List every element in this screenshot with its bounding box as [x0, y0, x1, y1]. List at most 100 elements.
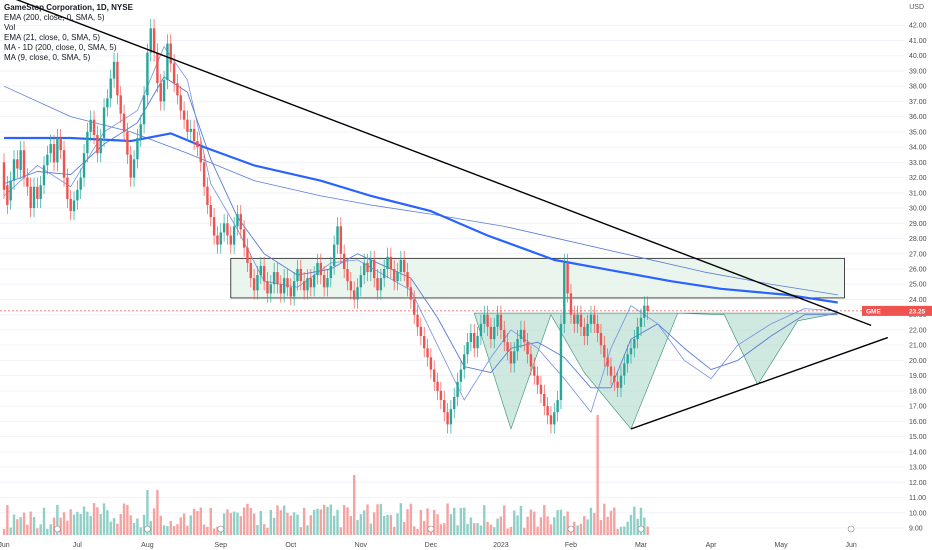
candle	[639, 308, 643, 337]
volume-bar	[546, 516, 549, 535]
volume-bar	[189, 515, 192, 535]
x-tick-label: Mar	[635, 542, 648, 549]
volume-bar	[506, 528, 509, 535]
volume-bar	[596, 415, 599, 535]
candle	[322, 265, 326, 297]
candle-body	[229, 235, 232, 245]
volume-bar	[19, 517, 22, 535]
candle-body	[392, 269, 396, 282]
indicator-ema200-label[interactable]: EMA (200, close, 0, SMA, 5)	[4, 13, 105, 22]
event-marker	[637, 525, 645, 533]
volume-bar	[459, 507, 463, 535]
candle-body	[563, 262, 566, 324]
candle	[546, 396, 549, 425]
candle-body	[496, 314, 499, 327]
volume-bar	[496, 518, 499, 535]
candle	[19, 141, 22, 180]
volume-bar	[56, 504, 59, 535]
indicator-ema21-label[interactable]: EMA (21, close, 0, SMA, 5)	[4, 33, 101, 42]
candle-body	[486, 314, 489, 327]
candle-body	[252, 278, 256, 291]
volume-bar	[523, 527, 526, 535]
x-tick-label: May	[774, 542, 788, 549]
ema200-line	[4, 132, 838, 304]
volume-bar	[109, 521, 112, 535]
candle	[252, 269, 256, 300]
indicator-ma200-label[interactable]: MA - 1D (200, close, 0, SMA, 5)	[4, 43, 117, 52]
candle-body	[9, 180, 12, 201]
volume-bar	[423, 521, 426, 535]
volume-bar	[626, 521, 629, 535]
candle-body	[136, 137, 139, 160]
candle-body	[533, 366, 536, 376]
candle-body	[342, 253, 346, 269]
x-tick-label: Apr	[706, 542, 718, 549]
volume-bar	[142, 514, 146, 535]
candle-body	[296, 269, 299, 282]
candle	[349, 272, 353, 300]
volume-bar	[282, 505, 286, 535]
candle	[172, 54, 176, 93]
volume-bar	[129, 515, 132, 535]
candle	[32, 177, 36, 218]
volume-bar	[499, 516, 503, 535]
candle	[6, 176, 9, 215]
candle	[262, 256, 266, 291]
candle-body	[32, 186, 36, 209]
volume-bar	[336, 509, 339, 535]
symbol-title[interactable]: GameStop Corporation, 1D, NYSE	[4, 3, 133, 12]
candle-body	[429, 357, 433, 370]
candle	[533, 357, 536, 385]
indicator-ma9-label[interactable]: MA (9, close, 0, SMA, 5)	[4, 53, 91, 62]
candle-body	[503, 329, 506, 343]
candle	[199, 137, 202, 172]
volume-bar	[46, 528, 49, 535]
candle	[296, 259, 299, 291]
candle	[142, 86, 146, 134]
candle-body	[19, 150, 22, 170]
y-tick-label: 10.00	[909, 510, 927, 517]
candle-body	[603, 345, 606, 358]
candle	[426, 339, 429, 367]
candle	[16, 150, 19, 178]
event-marker	[567, 525, 575, 533]
candle	[403, 250, 406, 282]
candle	[186, 110, 189, 142]
volume-bar	[92, 503, 96, 535]
candle-body	[593, 314, 596, 324]
candle	[519, 320, 523, 349]
candle	[372, 250, 376, 288]
candle-body	[192, 128, 196, 142]
event-marker	[217, 525, 225, 533]
price-tag-ticker: GME	[866, 308, 881, 315]
candle	[579, 305, 583, 337]
x-tick-label: Dec	[425, 542, 438, 549]
candle-body	[269, 284, 272, 294]
candle	[9, 171, 12, 210]
candle-body	[176, 83, 179, 96]
event-marker	[427, 525, 435, 533]
indicator-volume-label[interactable]: Vol	[4, 23, 16, 32]
volume-bar	[529, 509, 533, 535]
candle	[573, 305, 576, 333]
volume-bar	[519, 505, 523, 535]
candle-body	[376, 278, 379, 291]
y-tick-label: 35.00	[909, 129, 927, 136]
volume-bar	[456, 525, 459, 535]
volume-bar	[396, 513, 399, 535]
candle	[82, 144, 86, 187]
candle-body	[149, 28, 152, 53]
x-tick-label: Nov	[355, 542, 368, 549]
candle-body	[89, 119, 92, 132]
candle-body	[129, 154, 132, 178]
candle-body	[619, 375, 623, 388]
candle	[473, 323, 476, 358]
candle	[576, 305, 579, 333]
candle-body	[606, 357, 609, 367]
candle	[359, 265, 363, 297]
candle-body	[119, 95, 122, 114]
candle-body	[506, 342, 509, 352]
candle	[42, 156, 46, 195]
candle	[306, 269, 309, 300]
